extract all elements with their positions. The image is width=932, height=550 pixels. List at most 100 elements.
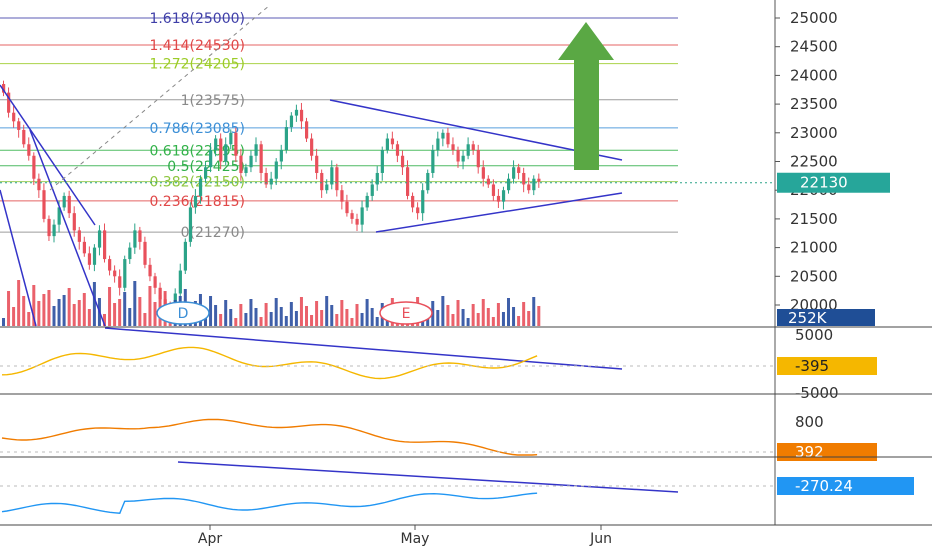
- candle-body: [158, 287, 162, 300]
- fib-label: 0(21270): [181, 225, 245, 241]
- candle-body: [113, 270, 117, 277]
- candle-body: [350, 213, 354, 219]
- fib-label: 0.786(23085): [149, 121, 245, 137]
- candle-body: [421, 190, 425, 214]
- candle-body: [476, 150, 480, 168]
- volume-bar: [27, 312, 31, 326]
- last-price-label: 22130: [800, 174, 848, 192]
- candle-body: [320, 172, 324, 191]
- volume-bar: [118, 299, 122, 326]
- volume-bar: [320, 310, 324, 326]
- volume-bar: [335, 314, 339, 326]
- indicator-value-label: 392: [795, 443, 824, 461]
- volume-label: 252K: [788, 309, 828, 327]
- volume-bar: [219, 314, 223, 326]
- volume-bar: [12, 307, 16, 326]
- indicator-value-tag: [777, 357, 877, 375]
- candle-body: [214, 138, 218, 151]
- candle-body: [2, 84, 6, 93]
- trendline: [177, 461, 679, 493]
- candle-body: [517, 167, 521, 173]
- candle-body: [108, 259, 112, 271]
- volume-bar: [512, 307, 516, 326]
- volume-bar: [269, 312, 273, 326]
- date-label: May: [401, 531, 430, 547]
- volume-bar: [517, 316, 521, 326]
- trendline: [104, 327, 623, 370]
- volume-bar: [22, 296, 26, 326]
- volume-bar: [537, 306, 541, 326]
- candle-body: [330, 167, 334, 185]
- candle-body: [426, 172, 430, 191]
- candle-body: [128, 247, 132, 260]
- volume-bar: [224, 300, 228, 326]
- volume-bar: [456, 300, 460, 326]
- fib-label: 1.414(24530): [149, 38, 245, 54]
- candle-body: [204, 167, 208, 179]
- candle-body: [77, 230, 81, 242]
- volume-bar: [72, 304, 76, 326]
- candle-body: [512, 167, 516, 179]
- candle-body: [47, 218, 51, 237]
- volume-bar: [527, 311, 531, 326]
- volume-bar: [466, 318, 470, 326]
- candle-body: [97, 230, 102, 248]
- price-tick-label: 25000: [790, 9, 838, 27]
- volume-bar: [229, 309, 233, 326]
- candle-body: [234, 132, 238, 156]
- candle-body: [244, 167, 248, 173]
- volume-bar: [284, 316, 288, 326]
- candle-body: [507, 178, 511, 191]
- candle-body: [72, 213, 76, 231]
- candle-body: [385, 138, 389, 151]
- volume-bar: [294, 311, 298, 326]
- volume-bar: [62, 295, 66, 326]
- candle-body: [32, 155, 36, 179]
- candle-body: [198, 178, 203, 196]
- volume-bar: [254, 308, 258, 326]
- candle-body: [274, 161, 278, 179]
- volume-bar: [365, 299, 369, 326]
- candle-body: [219, 138, 223, 162]
- candle-body: [249, 155, 253, 168]
- candle-body: [17, 121, 21, 130]
- volume-bar: [289, 302, 293, 326]
- candle-body: [537, 178, 541, 182]
- volume-bar: [451, 314, 455, 326]
- volume-bar: [47, 290, 51, 326]
- candle-body: [289, 115, 294, 128]
- candle-body: [451, 144, 455, 151]
- event-marker-label: E: [402, 306, 411, 322]
- volume-bar: [507, 298, 510, 326]
- candle-body: [340, 190, 344, 202]
- fib-levels: 1.618(25000) 1.414(24530) 1.272(24205) 1(23…: [0, 11, 678, 241]
- price-tick-label: 22500: [790, 153, 838, 171]
- fib-label: 1.272(24205): [149, 57, 245, 73]
- volume-bar: [496, 303, 500, 326]
- volume-bar: [77, 300, 81, 326]
- volume-bar: [375, 317, 379, 326]
- trendline: [329, 99, 623, 161]
- candle-body: [446, 132, 450, 145]
- candle-body: [456, 150, 460, 162]
- event-marker-d: [156, 301, 210, 325]
- volume-bar: [103, 314, 106, 326]
- volume-bar: [446, 305, 450, 326]
- candle-body: [310, 138, 314, 156]
- indicator-line: [1, 346, 538, 380]
- volume-bar: [325, 296, 329, 326]
- candle-body: [375, 172, 379, 185]
- candle-body: [239, 155, 243, 173]
- candle-body: [390, 138, 395, 145]
- volume-bar: [214, 305, 218, 326]
- candle-body: [481, 167, 485, 179]
- candle-body: [406, 167, 410, 196]
- volume-bar: [123, 292, 127, 326]
- indicator-value-tag: [777, 443, 877, 461]
- volume-bar: [350, 318, 354, 326]
- price-tick-label: 23000: [790, 124, 838, 142]
- candle-body: [27, 144, 31, 156]
- trendline: [375, 192, 623, 233]
